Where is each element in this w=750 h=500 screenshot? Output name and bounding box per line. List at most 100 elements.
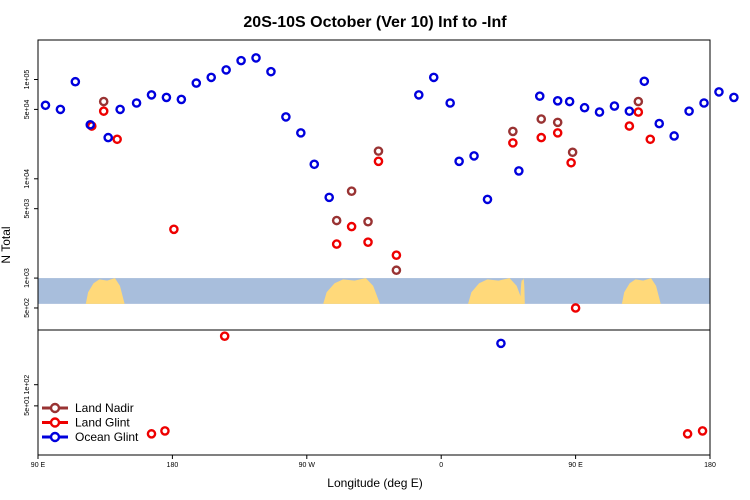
data-point	[624, 106, 635, 116]
legend-label: Ocean Glint	[75, 430, 139, 444]
lower-panel-frame	[37, 329, 711, 456]
data-point	[645, 134, 656, 145]
data-point	[552, 128, 563, 138]
data-point	[206, 72, 217, 83]
data-point	[714, 87, 724, 97]
data-point	[236, 55, 246, 66]
data-point	[536, 132, 547, 143]
data-point	[115, 104, 125, 115]
land-shape	[520, 278, 525, 304]
data-point	[363, 237, 373, 247]
data-point	[251, 53, 261, 63]
data-point	[570, 303, 581, 313]
data-point	[146, 90, 157, 100]
x-tick-label: 90 E	[31, 462, 46, 469]
data-point	[669, 131, 679, 141]
data-point	[482, 194, 493, 205]
legend-label: Land Glint	[75, 416, 130, 430]
y-tick-label: 1e+04	[24, 169, 31, 189]
data-point	[266, 66, 276, 77]
y-tick-label: 1e+03	[24, 268, 31, 288]
data-point	[161, 92, 172, 103]
data-point	[552, 117, 563, 128]
data-point	[331, 215, 342, 226]
land-shape	[468, 278, 524, 304]
data-point	[552, 96, 563, 106]
data-point	[729, 92, 739, 103]
data-point	[191, 78, 202, 88]
data-point	[633, 107, 644, 117]
data-point	[176, 94, 187, 105]
x-tick-label: 0	[439, 462, 443, 469]
axes: 90 E 180 90 W 0 90 E 180 5e+02 1e+03 5e+03 1e+04 5…	[24, 39, 716, 469]
data-point	[373, 156, 384, 167]
data-points	[40, 53, 739, 439]
data-point	[296, 128, 306, 138]
data-point	[281, 112, 291, 122]
x-tick-label: 180	[704, 462, 716, 469]
data-point	[609, 101, 620, 111]
data-point	[514, 166, 524, 176]
data-point	[346, 221, 357, 232]
data-point	[221, 65, 231, 75]
data-point	[682, 429, 693, 439]
data-point	[624, 121, 635, 131]
data-point	[309, 159, 320, 170]
legend-marker	[49, 402, 61, 414]
data-point	[654, 118, 665, 129]
data-point	[112, 134, 122, 145]
land-shape	[323, 278, 380, 304]
y-tick-label: 1e+05	[24, 70, 31, 90]
legend-marker	[49, 431, 61, 443]
y-tick-label: 5e+04	[24, 99, 31, 119]
data-point	[85, 119, 96, 130]
data-point	[98, 96, 109, 107]
data-point	[146, 429, 157, 439]
data-point	[413, 90, 424, 100]
chart-title: 20S-10S October (Ver 10) Inf to -Inf	[243, 14, 507, 31]
data-point	[346, 186, 357, 197]
data-point	[594, 107, 605, 117]
y-tick-label: 5e+01	[24, 396, 31, 416]
land-shape	[621, 278, 661, 304]
data-point	[98, 106, 109, 116]
x-axis-label: Longitude (deg E)	[327, 476, 422, 490]
data-point	[639, 76, 650, 87]
data-point	[391, 250, 402, 261]
data-point	[508, 138, 518, 148]
y-tick-label: 5e+03	[24, 199, 31, 219]
legend-marker	[49, 417, 61, 428]
y-axis-label: N Total	[0, 226, 13, 263]
data-point	[445, 98, 455, 108]
data-point	[496, 338, 506, 349]
land-mask-band	[38, 278, 710, 304]
data-point	[324, 192, 335, 203]
data-point	[564, 96, 575, 107]
y-tick-label: 5e+02	[24, 298, 31, 318]
data-point	[536, 114, 547, 124]
land-shape	[85, 278, 125, 304]
data-point	[55, 104, 66, 115]
data-point	[534, 91, 545, 101]
data-point	[70, 76, 81, 87]
data-point	[566, 157, 576, 168]
data-point	[697, 426, 708, 436]
data-point	[633, 96, 644, 107]
data-point	[131, 98, 142, 108]
data-point	[363, 216, 373, 227]
data-point	[169, 224, 179, 235]
data-point	[103, 132, 113, 143]
x-tick-label: 90 E	[568, 462, 583, 469]
legend-label: Land Nadir	[75, 401, 134, 415]
data-point	[40, 100, 51, 111]
data-point	[331, 239, 342, 249]
data-point	[391, 265, 402, 276]
data-point	[508, 126, 518, 137]
data-point	[567, 147, 578, 158]
y-tick-label: 1e+02	[24, 375, 31, 395]
data-point	[219, 331, 230, 341]
x-tick-label: 90 W	[299, 462, 316, 469]
data-point	[373, 146, 384, 156]
data-point	[579, 102, 590, 113]
